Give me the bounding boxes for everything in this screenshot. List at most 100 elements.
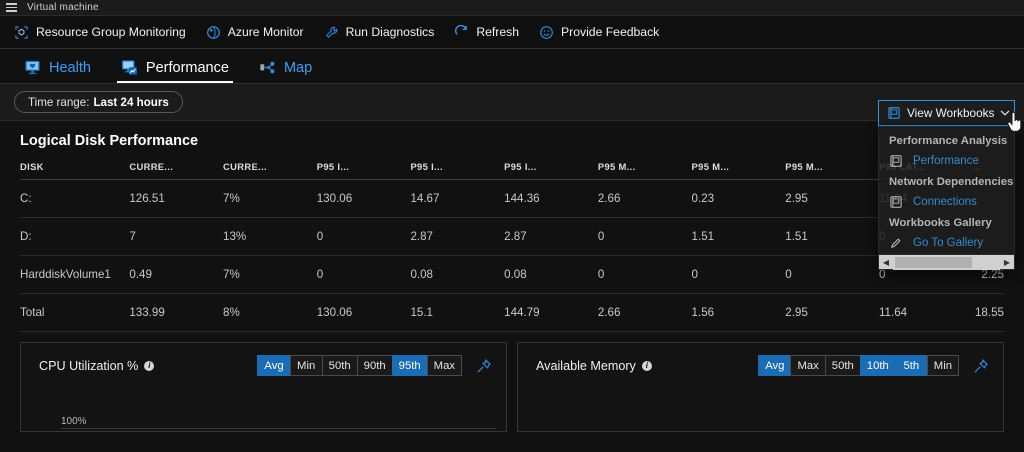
card-header: CPU Utilization % i Avg Min 50th 90th 95… xyxy=(39,355,492,376)
menu-group-workbooks-gallery: Workbooks Gallery xyxy=(889,217,992,229)
time-range-picker[interactable]: Time range: Last 24 hours xyxy=(14,91,183,113)
command-azure-monitor[interactable]: Azure Monitor xyxy=(206,16,304,48)
segment-50th[interactable]: 50th xyxy=(321,355,357,376)
tab-label: Performance xyxy=(145,59,229,76)
menu-item-label: Connections xyxy=(913,196,977,208)
time-range-label: Time range: xyxy=(28,95,90,109)
menu-horizontal-scrollbar[interactable]: ◀ ▶ xyxy=(879,254,1014,270)
menu-item-connections[interactable]: Connections xyxy=(879,192,1014,213)
scroll-left-arrow[interactable]: ◀ xyxy=(882,257,890,267)
azure-monitor-icon xyxy=(206,25,220,39)
filter-bar: Time range: Last 24 hours xyxy=(0,84,1024,121)
segment-50th[interactable]: 50th xyxy=(824,355,860,376)
resource-group-icon xyxy=(15,25,28,39)
segment-90th[interactable]: 90th xyxy=(356,355,392,376)
cell-7: 0.23 xyxy=(691,179,786,218)
cpu-gridline xyxy=(61,428,496,429)
info-icon[interactable]: i xyxy=(144,360,155,371)
cell-3: 0 xyxy=(316,255,411,294)
segment-5th[interactable]: 5th xyxy=(894,355,927,376)
column-header-5[interactable]: P95 I... xyxy=(504,161,537,172)
cell-8: 2.95 xyxy=(785,293,879,332)
command-resource-group-monitoring[interactable]: Resource Group Monitoring xyxy=(14,16,186,48)
cell-3: 130.06 xyxy=(316,293,411,332)
cell-2: 8% xyxy=(223,293,317,332)
cell-8: 0 xyxy=(785,255,879,294)
tab-map[interactable]: Map xyxy=(255,59,316,83)
refresh-icon xyxy=(455,24,468,35)
column-header-7[interactable]: P95 M... xyxy=(691,161,730,172)
cell-5: 144.79 xyxy=(504,293,598,332)
menu-item-go-to-gallery[interactable]: Go To Gallery xyxy=(879,233,1014,254)
command-run-diagnostics[interactable]: Run Diagnostics xyxy=(324,16,434,48)
pin-icon[interactable] xyxy=(476,358,492,374)
command-provide-feedback[interactable]: Provide Feedback xyxy=(539,16,659,48)
scroll-track[interactable] xyxy=(893,254,1000,270)
cell-3: 0 xyxy=(316,217,411,256)
workbooks-menu: Performance Analysis Performance Network… xyxy=(878,126,1015,270)
column-header-3[interactable]: P95 I... xyxy=(316,161,350,172)
segment-min[interactable]: Min xyxy=(289,355,322,376)
table-row[interactable]: D: 7 13% 0 2.87 2.87 0 1.51 1.51 0 xyxy=(20,217,1004,256)
command-label: Resource Group Monitoring xyxy=(36,25,186,39)
workbook-icon xyxy=(890,155,902,167)
menu-group-network-dependencies: Network Dependencies xyxy=(889,176,1014,188)
column-header-6[interactable]: P95 M... xyxy=(597,161,636,172)
card-title: CPU Utilization % xyxy=(39,358,139,373)
column-header-8[interactable]: P95 M... xyxy=(785,161,823,172)
cell-disk: C: xyxy=(20,179,130,218)
view-workbooks-dropdown: View Workbooks Performance Analysis Perf… xyxy=(878,100,1015,270)
card-title: Available Memory xyxy=(536,358,636,373)
card-header: Available Memory i Avg Max 50th 10th 5th… xyxy=(536,355,989,376)
menu-item-performance[interactable]: Performance xyxy=(879,151,1014,172)
cell-7: 1.56 xyxy=(691,293,786,332)
smiley-feedback-icon xyxy=(540,25,553,39)
segment-min[interactable]: Min xyxy=(926,355,959,376)
cell-4: 0.08 xyxy=(410,255,505,294)
info-icon[interactable]: i xyxy=(641,360,652,371)
segment-avg[interactable]: Avg xyxy=(257,355,290,376)
pencil-gallery-icon xyxy=(891,238,901,248)
table-row[interactable]: HarddiskVolume1 0.49 7% 0 0.08 0.08 0 0 … xyxy=(20,255,1004,294)
segment-95th[interactable]: 95th xyxy=(391,355,427,376)
pin-icon[interactable] xyxy=(973,358,989,374)
segment-max[interactable]: Max xyxy=(426,355,462,376)
cell-4: 14.67 xyxy=(410,179,505,218)
column-header-1[interactable]: CURRE... xyxy=(129,161,174,172)
command-refresh[interactable]: Refresh xyxy=(454,16,519,48)
tab-label: Health xyxy=(49,59,91,76)
tab-health[interactable]: Health xyxy=(20,59,95,83)
view-workbooks-button[interactable]: View Workbooks xyxy=(878,100,1015,126)
segment-10th[interactable]: 10th xyxy=(859,355,895,376)
cell-5: 144.36 xyxy=(504,179,598,218)
cell-1: 133.99 xyxy=(129,293,224,332)
cell-5: 2.87 xyxy=(504,217,598,256)
column-header-4[interactable]: P95 I... xyxy=(410,161,443,172)
window-title: Virtual machine xyxy=(27,2,99,13)
segment-max[interactable]: Max xyxy=(790,355,825,376)
cpu-aggregation-segments: Avg Min 50th 90th 95th Max xyxy=(257,355,462,376)
cell-6: 2.66 xyxy=(597,293,692,332)
map-nodes-icon xyxy=(260,61,275,74)
cell-4: 15.1 xyxy=(410,293,505,332)
table-row[interactable]: C: 126.51 7% 130.06 14.67 144.36 2.66 0.… xyxy=(20,179,1004,218)
scroll-right-arrow[interactable]: ▶ xyxy=(1003,257,1011,267)
cell-1: 7 xyxy=(129,217,224,256)
table-row[interactable]: Total 133.99 8% 130.06 15.1 144.79 2.66 … xyxy=(20,293,1004,332)
workbook-icon xyxy=(890,196,902,208)
column-header-2[interactable]: CURRE... xyxy=(223,161,267,172)
column-header-disk[interactable]: DISK xyxy=(20,161,44,172)
page-title: Logical Disk Performance xyxy=(20,133,199,149)
chevron-down-icon xyxy=(1001,110,1010,116)
time-range-value: Last 24 hours xyxy=(93,95,169,109)
hamburger-icon[interactable] xyxy=(6,3,17,12)
cell-disk: D: xyxy=(20,217,130,256)
performance-monitor-icon xyxy=(122,60,137,75)
segment-avg[interactable]: Avg xyxy=(758,355,791,376)
cell-3: 130.06 xyxy=(316,179,411,218)
main-panel: Logical Disk Performance DISK CURRE... C… xyxy=(0,121,1024,332)
scroll-thumb[interactable] xyxy=(895,256,973,268)
tab-performance[interactable]: Performance xyxy=(116,59,233,83)
available-memory-card: Available Memory i Avg Max 50th 10th 5th… xyxy=(517,342,1004,432)
